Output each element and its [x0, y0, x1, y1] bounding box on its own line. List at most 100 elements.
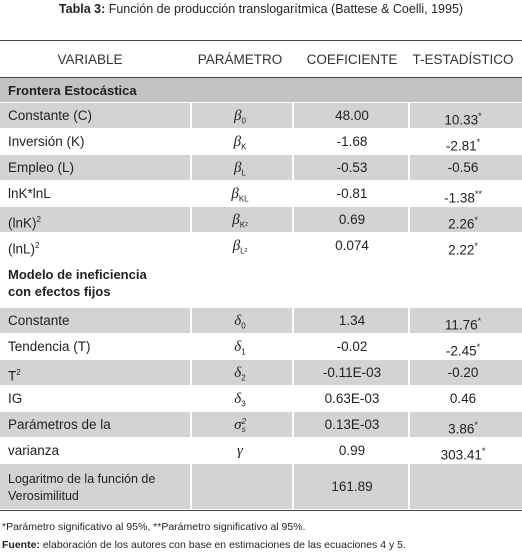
t-statistic: -0.20: [448, 365, 479, 381]
rule: [0, 510, 522, 511]
t-statistic: 3.86*: [448, 417, 478, 438]
t-statistic: -2.81*: [446, 134, 480, 155]
table-row: T2 δ2 -0.11E-03 -0.20: [0, 360, 522, 385]
table-row: Inversión (K) βK -1.68 -2.81*: [0, 129, 522, 154]
parameter-subscript: 2: [241, 373, 246, 383]
t-value: 2.26: [448, 216, 475, 232]
variable: lnK*lnL: [8, 186, 51, 202]
column-separator: [190, 207, 192, 232]
parameter: βK: [234, 134, 247, 156]
significance-mark: **: [474, 189, 482, 199]
parameter: βKL: [231, 186, 248, 208]
t-value: -0.56: [447, 160, 479, 175]
parameter-symbol: δ: [234, 339, 242, 355]
variable-text: Inversión (K): [8, 134, 85, 149]
source-label: Fuente:: [2, 539, 40, 551]
t-statistic: -1.38**: [444, 186, 482, 207]
column-separator: [408, 412, 410, 437]
table-row: Constante δ0 1.34 11.76*: [0, 308, 522, 333]
parameter-symbol: δ: [234, 391, 242, 407]
variable-text: (lnK): [8, 215, 37, 231]
column-separator: [292, 360, 294, 385]
coefficient: -1.68: [336, 134, 368, 149]
t-statistic: 11.76*: [445, 313, 481, 334]
t-statistic: 2.22*: [448, 238, 478, 259]
parameter-symbol: β: [233, 134, 242, 150]
t-statistic: 10.33*: [444, 108, 481, 129]
parameter-subscript: 0: [241, 321, 246, 331]
caption-label: Tabla 3:: [58, 2, 106, 16]
t-value: 3.86: [448, 421, 475, 437]
t-value: 11.76: [444, 317, 478, 333]
column-separator: [408, 360, 410, 385]
parameter-symbol: δ: [234, 313, 242, 329]
table-row: (lnK)2 βK² 0.69 2.26*: [0, 207, 522, 232]
parameter: β0: [234, 108, 246, 130]
column-header: T-ESTADÍSTICO: [412, 52, 514, 67]
parameter-symbol: β: [232, 238, 241, 254]
variable: Logaritmo de la función de: [8, 471, 155, 487]
t-value: 303.41: [440, 447, 482, 463]
variable-text: Empleo (L): [8, 160, 75, 175]
variable: varianza: [8, 443, 59, 459]
rule: [0, 77, 522, 78]
significance-mark: *: [477, 316, 482, 326]
t-statistic: -0.56: [448, 160, 479, 176]
variable: IG: [8, 391, 22, 407]
variable: Constante (C): [8, 108, 92, 124]
parameter-symbol: β: [234, 160, 242, 176]
column-separator: [292, 464, 294, 509]
coefficient: 0.99: [338, 443, 366, 458]
footnote: *Parámetro significativo al 95%, **Parám…: [2, 521, 306, 533]
variable-text: Parámetros de la: [8, 417, 111, 432]
coefficient: 0.074: [335, 238, 369, 253]
parameter-subscript: K²: [239, 220, 248, 230]
variable: Inversión (K): [8, 134, 85, 150]
section-title: Frontera Estocástica: [8, 82, 137, 98]
source-note: Fuente: elaboración de los autores con b…: [2, 539, 406, 551]
parameter-superscript: 2: [241, 416, 246, 426]
t-statistic: -2.45*: [446, 339, 480, 360]
coefficient: 0.13E-03: [324, 417, 380, 432]
variable-text: lnK*lnL: [8, 186, 51, 201]
variable-text: Constante (C): [8, 108, 93, 123]
column-separator: [190, 155, 192, 180]
significance-mark: *: [474, 215, 478, 225]
table-row: Parámetros de la σ 2 s 0.13E-03 3.86*: [0, 412, 522, 437]
variable-superscript: 2: [16, 368, 21, 377]
coefficient: 0.63E-03: [324, 391, 380, 406]
t-value: -2.45: [445, 343, 477, 359]
parameter-symbol: σ: [234, 417, 242, 433]
parameter-symbol: β: [234, 108, 242, 124]
t-value: 2.22: [448, 242, 475, 258]
variable: Parámetros de la: [8, 417, 111, 433]
parameter: γ: [237, 443, 243, 459]
column-separator: [408, 155, 410, 180]
parameter: βL: [234, 160, 246, 182]
table-row: lnK*lnL βKL -0.81 -1.38**: [0, 181, 522, 206]
variable: Constante: [8, 313, 70, 329]
parameter: βK²: [232, 212, 247, 234]
column-separator: [190, 412, 192, 437]
parameter-subscript: 1: [241, 347, 246, 357]
t-value: 10.33: [444, 112, 479, 128]
rule: [0, 40, 522, 41]
parameter-subscript: 0: [241, 116, 246, 126]
t-statistic: 0.46: [450, 391, 476, 407]
coefficient: -0.02: [336, 339, 368, 354]
variable-text: Tendencia (T): [8, 339, 91, 354]
significance-mark: *: [474, 241, 478, 251]
significance-mark: *: [476, 137, 481, 147]
t-statistic: 303.41*: [441, 443, 486, 464]
coefficient: 0.69: [338, 212, 366, 227]
parameter-subscript: 3: [241, 399, 246, 409]
column-header: COEFICIENTE: [306, 52, 398, 67]
table-caption: Tabla 3: Función de producción transloga…: [0, 2, 522, 16]
variable-text: Constante: [8, 313, 70, 328]
parameter: βL²: [233, 238, 248, 260]
section-row: Frontera Estocástica: [0, 78, 522, 102]
parameter-subscript: s: [241, 424, 246, 434]
